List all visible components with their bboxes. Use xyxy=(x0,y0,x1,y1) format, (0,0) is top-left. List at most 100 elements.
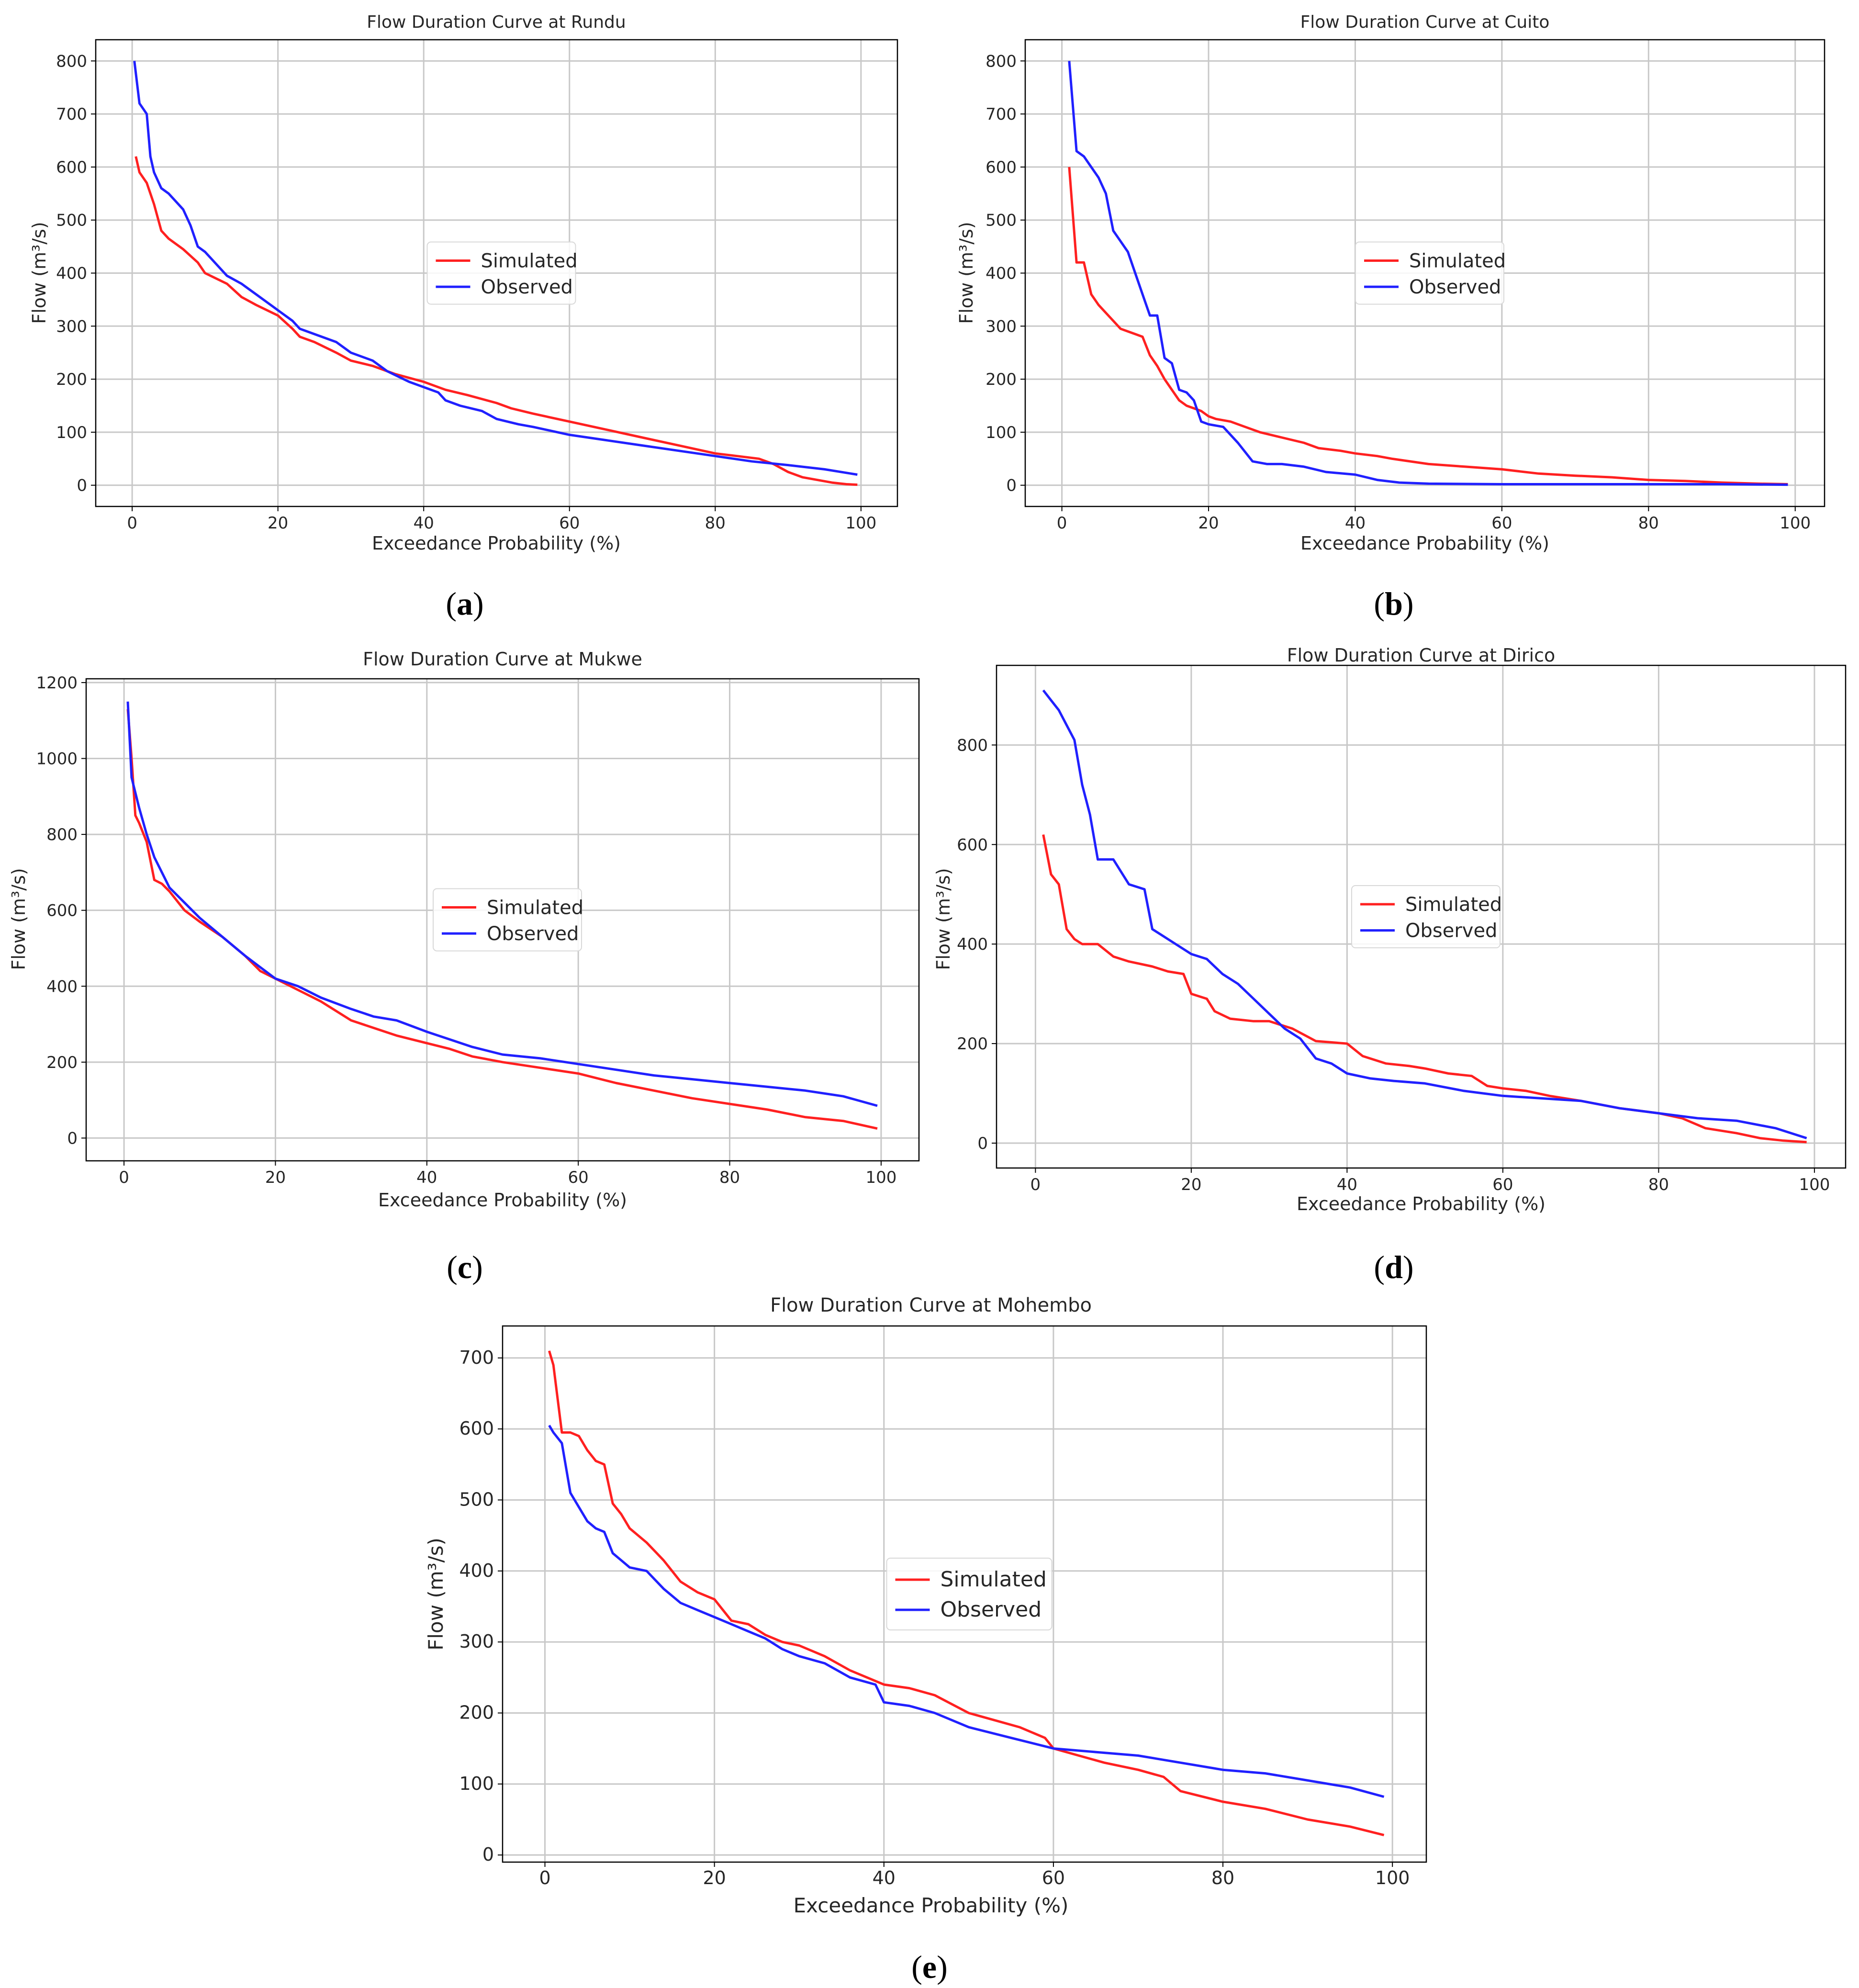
legend-label: Observed xyxy=(481,276,573,298)
legend: Simulated Observed xyxy=(433,888,583,952)
x-axis-label: Exceedance Probability (%) xyxy=(372,533,621,554)
chart-a: Flow Duration Curve at Rundu Exceedance … xyxy=(29,12,898,554)
plot-frame xyxy=(85,678,920,1162)
y-tick-label: 100 xyxy=(459,1773,494,1794)
series-line-observed xyxy=(133,61,858,476)
x-tick-label: 80 xyxy=(719,1168,740,1187)
x-tick-label: 60 xyxy=(568,1168,589,1187)
y-tick-label: 0 xyxy=(1006,476,1017,495)
x-tick-label: 40 xyxy=(416,1168,437,1187)
y-tick-label: 600 xyxy=(957,835,988,854)
x-tick-label: 80 xyxy=(1638,514,1659,533)
caption-b: (b) xyxy=(1374,585,1414,622)
chart-title: Flow Duration Curve at Mohembo xyxy=(770,1294,1092,1316)
y-tick-label: 800 xyxy=(985,52,1017,71)
legend-box xyxy=(426,241,576,305)
legend-label: Simulated xyxy=(941,1567,1047,1592)
series-line-observed xyxy=(548,1425,1385,1798)
y-tick-label: 800 xyxy=(46,825,78,844)
caption-e: (e) xyxy=(911,1949,948,1985)
x-tick-label: 100 xyxy=(1780,514,1811,533)
y-tick-label: 300 xyxy=(985,317,1017,336)
x-tick-label: 40 xyxy=(1337,1175,1357,1194)
y-tick-label: 300 xyxy=(459,1631,494,1652)
x-tick-label: 40 xyxy=(1345,514,1366,533)
chart-b: Flow Duration Curve at Cuito Exceedance … xyxy=(956,12,1825,554)
grid xyxy=(96,40,897,506)
legend-label: Simulated xyxy=(481,250,578,272)
caption-c: (c) xyxy=(447,1249,483,1285)
x-tick-label: 60 xyxy=(1042,1867,1065,1888)
series-line-observed xyxy=(1042,689,1807,1139)
y-tick-label: 400 xyxy=(459,1560,494,1581)
chart-d: Flow Duration Curve at Dirico Exceedance… xyxy=(933,645,1847,1214)
x-tick-label: 0 xyxy=(539,1867,550,1888)
x-tick-label: 100 xyxy=(1799,1175,1830,1194)
series-line-simulated xyxy=(548,1350,1385,1837)
series-line-simulated xyxy=(1042,834,1807,1144)
chart-e: Flow Duration Curve at Mohembo Exceedanc… xyxy=(424,1294,1427,1917)
y-tick-label: 200 xyxy=(56,370,87,389)
legend-box xyxy=(1355,241,1504,305)
legend-label: Simulated xyxy=(487,897,583,919)
x-tick-label: 100 xyxy=(1375,1867,1410,1888)
grid xyxy=(997,665,1846,1168)
y-tick-label: 200 xyxy=(459,1702,494,1723)
x-tick-label: 20 xyxy=(268,514,288,533)
y-tick-label: 200 xyxy=(985,370,1017,389)
series-line-simulated xyxy=(134,156,858,486)
x-tick-label: 80 xyxy=(705,514,726,533)
legend-label: Observed xyxy=(487,923,579,945)
y-tick-label: 300 xyxy=(56,317,87,336)
plot-frame xyxy=(996,664,1847,1169)
y-tick-label: 100 xyxy=(985,423,1017,442)
grid xyxy=(503,1326,1426,1862)
plot-frame xyxy=(95,39,898,507)
legend-label: Simulated xyxy=(1409,250,1506,272)
y-tick-label: 0 xyxy=(482,1844,494,1865)
legend: Simulated Observed xyxy=(426,241,578,305)
x-tick-label: 20 xyxy=(1198,514,1219,533)
y-tick-label: 800 xyxy=(56,52,87,71)
series-line-simulated xyxy=(1068,167,1788,485)
legend-label: Observed xyxy=(1405,920,1497,942)
y-tick-label: 500 xyxy=(56,211,87,230)
x-axis-label: Exceedance Probability (%) xyxy=(1300,533,1549,554)
chart-c: Flow Duration Curve at Mukwe Exceedance … xyxy=(8,649,920,1211)
y-tick-label: 400 xyxy=(957,935,988,954)
x-tick-label: 0 xyxy=(1030,1175,1041,1194)
y-axis-label: Flow (m³/s) xyxy=(956,222,977,324)
x-tick-label: 0 xyxy=(1057,514,1067,533)
x-tick-label: 60 xyxy=(1491,514,1512,533)
y-tick-label: 0 xyxy=(77,476,87,495)
y-tick-label: 100 xyxy=(56,423,87,442)
plot-frame xyxy=(502,1325,1427,1863)
y-tick-label: 400 xyxy=(985,264,1017,283)
y-tick-label: 1200 xyxy=(36,674,78,693)
y-tick-label: 0 xyxy=(67,1129,78,1148)
chart-title: Flow Duration Curve at Rundu xyxy=(367,12,626,32)
y-tick-label: 200 xyxy=(957,1034,988,1054)
caption-a: (a) xyxy=(446,585,484,622)
x-tick-label: 100 xyxy=(865,1168,896,1187)
y-tick-label: 700 xyxy=(985,105,1017,124)
x-tick-label: 20 xyxy=(703,1867,726,1888)
y-tick-label: 1000 xyxy=(36,750,78,769)
x-axis-label: Exceedance Probability (%) xyxy=(1297,1193,1545,1214)
y-tick-label: 600 xyxy=(46,901,78,921)
legend-box xyxy=(1351,885,1501,948)
y-tick-label: 400 xyxy=(46,977,78,996)
x-tick-label: 40 xyxy=(873,1867,896,1888)
x-axis-label: Exceedance Probability (%) xyxy=(378,1190,627,1211)
y-tick-label: 600 xyxy=(56,158,87,177)
x-tick-label: 80 xyxy=(1211,1867,1234,1888)
series-line-simulated xyxy=(126,709,878,1130)
series-line-observed xyxy=(1068,61,1788,486)
chart-title: Flow Duration Curve at Cuito xyxy=(1300,12,1550,32)
caption-d: (d) xyxy=(1374,1249,1414,1285)
legend: Simulated Observed xyxy=(886,1558,1053,1630)
legend-label: Simulated xyxy=(1405,894,1502,916)
legend-box xyxy=(433,888,582,952)
x-tick-label: 100 xyxy=(845,514,876,533)
x-tick-label: 0 xyxy=(127,514,137,533)
